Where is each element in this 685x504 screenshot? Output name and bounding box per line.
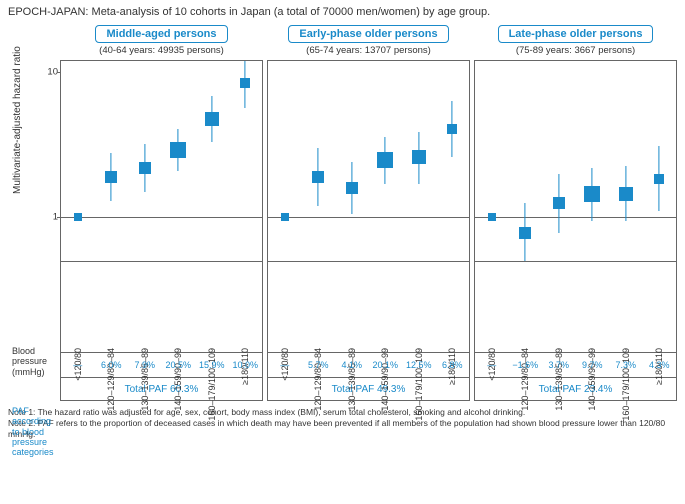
bp-row-label: Blood pressure (mmHg) [12, 346, 58, 377]
paf-cell: 12.5% [402, 353, 436, 377]
hr-marker [139, 162, 151, 174]
x-labels-row: <120/80120–129/80–84130–139/85–89140–159… [474, 262, 677, 353]
reference-line [475, 217, 676, 218]
panel-header: Early-phase older persons (65-74 years: 1… [267, 24, 470, 56]
paf-cell: 6.0% [95, 353, 129, 377]
hr-marker [654, 174, 664, 184]
panel-subtitle: (40-64 years: 49935 persons) [60, 45, 263, 56]
paf-cell: 20.1% [369, 353, 403, 377]
panels-row: Multivariate-adjusted hazard ratio Blood… [8, 24, 677, 401]
y-axis-label: Multivariate-adjusted hazard ratio [12, 46, 23, 194]
hr-marker [519, 227, 531, 239]
hr-marker [312, 171, 324, 183]
hr-marker [281, 213, 289, 221]
paf-cell: 7.9% [128, 353, 162, 377]
paf-cell: 20.5% [162, 353, 196, 377]
x-labels-row: <120/80120–129/80–84130–139/85–89140–159… [60, 262, 263, 353]
hr-marker [553, 197, 565, 209]
hr-marker [619, 187, 633, 201]
panel-0: Middle-aged persons (40-64 years: 49935 p… [60, 24, 263, 401]
paf-total: Total PAF 23.4% [474, 377, 677, 401]
forest-plot [474, 60, 677, 262]
hr-marker [584, 186, 600, 202]
y-tick-mark [57, 72, 61, 73]
hr-marker [205, 112, 219, 126]
panel-tag: Late-phase older persons [498, 25, 654, 43]
paf-cell: 7.3% [609, 353, 643, 377]
panel-tag: Early-phase older persons [288, 25, 448, 43]
paf-cell: 9.7% [576, 353, 610, 377]
paf-cell: 4.3% [643, 353, 677, 377]
hr-marker [447, 124, 457, 134]
hr-marker [105, 171, 117, 183]
reference-line [61, 217, 262, 218]
paf-cell: — [475, 353, 509, 377]
forest-plot [267, 60, 470, 262]
panel-subtitle: (75-89 years: 3667 persons) [474, 45, 677, 56]
panel-header: Late-phase older persons (75-89 years: 36… [474, 24, 677, 56]
hr-marker [412, 150, 426, 164]
paf-cell: — [268, 353, 302, 377]
paf-row: —−1.6%3.7%9.7%7.3%4.3% [474, 353, 677, 377]
note-2: Note 2: PAF refers to the proportion of … [8, 418, 677, 440]
paf-cell: 10.0% [229, 353, 263, 377]
paf-total: Total PAF 49.3% [267, 377, 470, 401]
paf-cell: −1.6% [509, 353, 543, 377]
forest-plot: 110 [60, 60, 263, 262]
figure-title: EPOCH-JAPAN: Meta-analysis of 10 cohorts… [8, 6, 677, 18]
hr-marker [240, 78, 250, 88]
figure-page: EPOCH-JAPAN: Meta-analysis of 10 cohorts… [0, 0, 685, 504]
figure-notes: Note 1: The hazard ratio was adjusted fo… [8, 407, 677, 440]
paf-cell: 4.1% [335, 353, 369, 377]
paf-row: —6.0%7.9%20.5%15.9%10.0% [60, 353, 263, 377]
panel-subtitle: (65-74 years: 13707 persons) [267, 45, 470, 56]
paf-cell: 6.8% [436, 353, 470, 377]
hr-marker [74, 213, 82, 221]
panel-header: Middle-aged persons (40-64 years: 49935 p… [60, 24, 263, 56]
x-labels-row: <120/80120–129/80–84130–139/85–89140–159… [267, 262, 470, 353]
paf-cell: — [61, 353, 95, 377]
hr-marker [488, 213, 496, 221]
paf-row: —5.7%4.1%20.1%12.5%6.8% [267, 353, 470, 377]
panel-1: Early-phase older persons (65-74 years: 1… [267, 24, 470, 401]
panel-tag: Middle-aged persons [95, 25, 227, 43]
paf-cell: 15.9% [195, 353, 229, 377]
reference-line [268, 217, 469, 218]
paf-total: Total PAF 60.3% [60, 377, 263, 401]
hr-marker [170, 142, 186, 158]
paf-cell: 5.7% [302, 353, 336, 377]
paf-row-label: PAF according to blood pressure categori… [12, 406, 58, 458]
panel-2: Late-phase older persons (75-89 years: 36… [474, 24, 677, 401]
hr-marker [346, 182, 358, 194]
hr-marker [377, 152, 393, 168]
paf-cell: 3.7% [542, 353, 576, 377]
